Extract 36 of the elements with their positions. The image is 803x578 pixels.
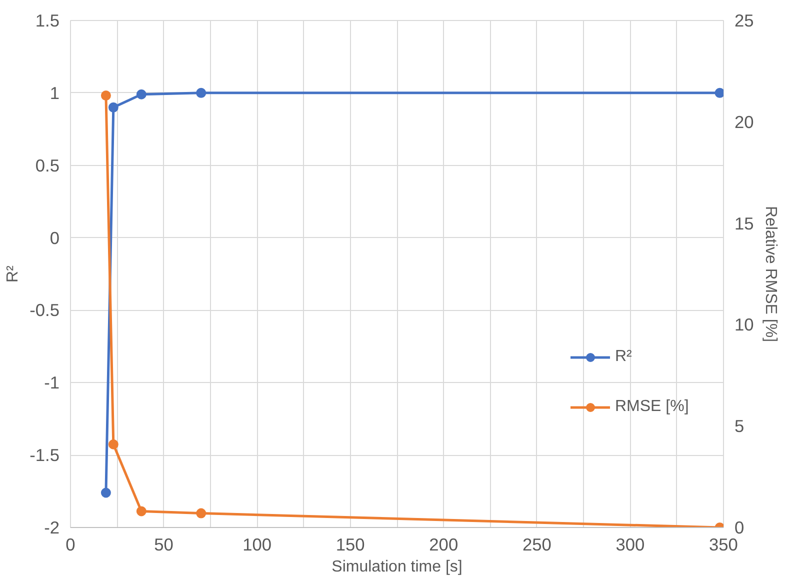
x-axis-title: Simulation time [s] [332, 558, 462, 576]
legend-label: R² [615, 348, 633, 366]
x-tick-label: 150 [336, 534, 365, 554]
y2-tick-label: 5 [734, 416, 744, 436]
y-tick-label: 0 [50, 228, 60, 248]
x-tick-label: 50 [154, 534, 174, 554]
x-tick-label: 200 [429, 534, 458, 554]
y-tick-label: -1.5 [30, 445, 60, 466]
x-tick-label: 300 [616, 534, 645, 554]
y2-tick-label: 15 [734, 213, 754, 234]
y2-tick-label: 20 [734, 112, 754, 132]
legend-label: RMSE [%] [615, 398, 689, 416]
point [108, 102, 118, 112]
y-tick-label: 1.5 [35, 10, 60, 30]
x-tick-label: 0 [66, 534, 76, 554]
y2-axis-title: Relative RMSE [%] [762, 206, 779, 342]
point [136, 89, 146, 100]
y2-tick-label: 0 [734, 518, 744, 538]
point [136, 506, 146, 516]
x-tick-label: 250 [522, 534, 552, 554]
point [714, 88, 724, 98]
point [196, 508, 206, 518]
point [100, 90, 111, 101]
y2-tick-label: 10 [734, 314, 754, 335]
y-tick-label: 0.5 [35, 155, 60, 176]
y-tick-label: 1 [50, 82, 60, 103]
y-tick-label: -1 [44, 372, 60, 393]
y-axis-title: R² [4, 264, 22, 282]
point [108, 439, 118, 450]
point [100, 488, 111, 498]
x-tick-label: 100 [242, 534, 272, 554]
point [196, 88, 206, 98]
y2-tick-label: 25 [734, 10, 754, 30]
x-tick-label: 350 [709, 534, 738, 554]
y-tick-label: -2 [44, 518, 60, 538]
y-tick-label: -0.5 [30, 300, 60, 320]
